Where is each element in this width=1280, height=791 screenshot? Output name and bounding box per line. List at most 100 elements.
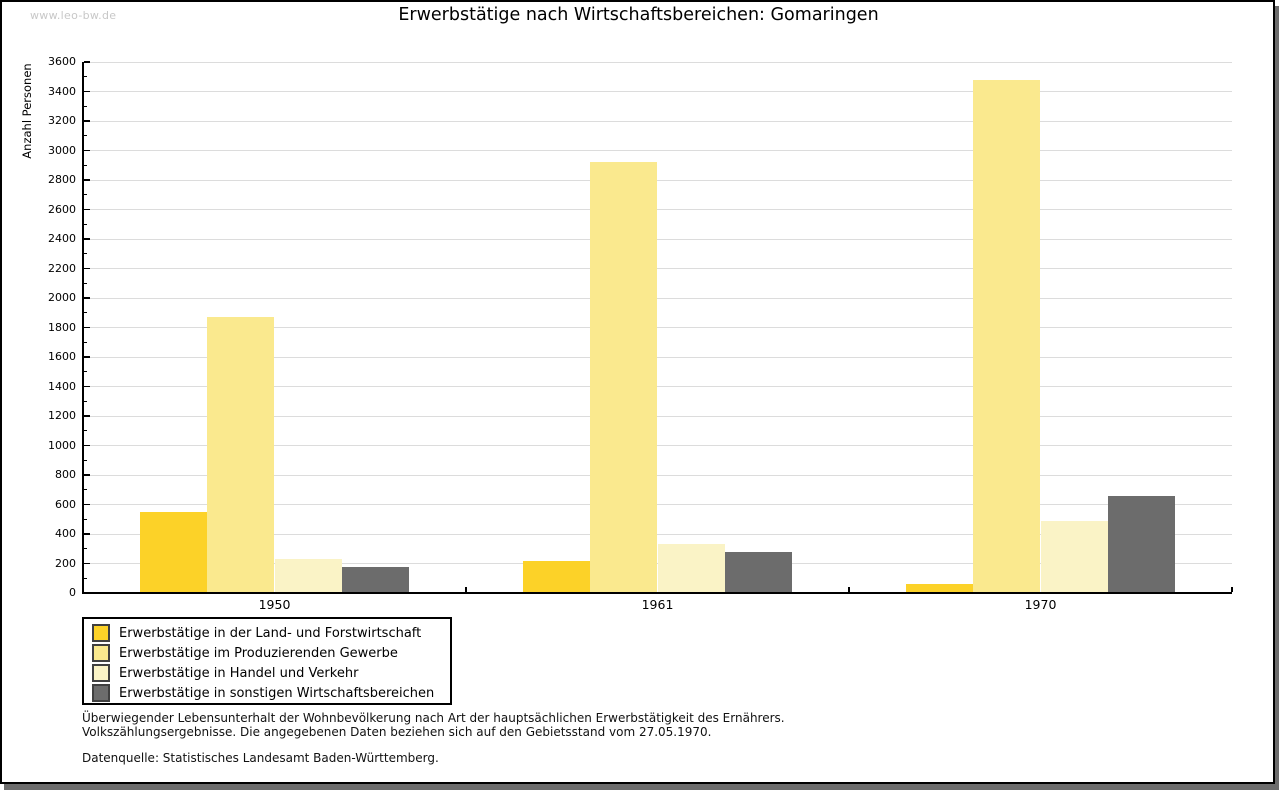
legend-swatch	[92, 684, 110, 702]
x-category-label: 1970	[1024, 597, 1057, 612]
y-tick-label: 3200	[48, 114, 76, 127]
watermark: www.leo-bw.de	[30, 9, 117, 22]
gridline	[83, 504, 1232, 505]
y-tick-label: 1800	[48, 320, 76, 334]
y-minor-tick	[83, 76, 87, 78]
gridline	[83, 268, 1232, 269]
y-major-tick	[83, 297, 90, 299]
y-minor-tick	[83, 371, 87, 373]
chart-title: Erwerbstätige nach Wirtschaftsbereichen:…	[398, 5, 879, 25]
y-minor-tick	[83, 253, 87, 255]
x-axis-line	[81, 592, 1232, 594]
x-boundary-tick	[1231, 587, 1233, 592]
data-source: Datenquelle: Statistisches Landesamt Bad…	[82, 751, 439, 765]
y-tick-label: 1400	[48, 379, 76, 393]
y-major-tick	[83, 179, 90, 181]
y-minor-tick	[83, 459, 87, 461]
y-major-tick	[83, 149, 90, 152]
bar-1970-series3	[1040, 520, 1108, 592]
bar-1961-series4	[724, 552, 793, 592]
y-major-tick	[83, 444, 90, 447]
y-tick-label: 400	[55, 527, 76, 540]
gridline	[83, 356, 1232, 358]
y-minor-tick	[83, 430, 87, 432]
gridline	[83, 150, 1232, 151]
y-minor-tick	[83, 400, 87, 402]
y-major-tick	[83, 533, 90, 535]
y-tick-label: 3400	[48, 84, 76, 98]
y-tick-label: 0	[69, 586, 76, 599]
legend-item: Erwerbstätige in sonstigen Wirtschaftsbe…	[92, 683, 450, 703]
bar-1950-series3	[274, 559, 342, 592]
y-tick-label: 3000	[48, 143, 76, 157]
gridline	[83, 297, 1232, 299]
legend-label: Erwerbstätige im Produzierenden Gewerbe	[119, 645, 398, 661]
y-major-tick	[83, 238, 90, 240]
bar-1950-series1	[139, 511, 208, 592]
legend: Erwerbstätige in der Land- und Forstwirt…	[82, 617, 452, 705]
bar-1961-series3	[657, 543, 725, 592]
gridline	[83, 91, 1232, 92]
y-major-tick	[83, 61, 90, 63]
y-tick-label: 3600	[48, 55, 76, 68]
gridline	[83, 179, 1232, 181]
y-minor-tick	[83, 577, 87, 579]
legend-item: Erwerbstätige im Produzierenden Gewerbe	[92, 643, 450, 663]
gridline	[83, 209, 1232, 210]
gridline	[83, 533, 1232, 535]
gridline	[83, 474, 1232, 476]
footnote-line-1: Überwiegender Lebensunterhalt der Wohnbe…	[82, 711, 785, 725]
legend-swatch	[92, 624, 110, 642]
y-major-tick	[83, 385, 90, 388]
y-major-tick	[83, 415, 90, 417]
y-tick-label: 600	[55, 497, 76, 511]
y-minor-tick	[83, 164, 87, 166]
y-tick-label: 2400	[48, 232, 76, 245]
y-major-tick	[83, 90, 90, 93]
y-tick-label: 2200	[48, 261, 76, 275]
gridline	[83, 415, 1232, 417]
y-tick-label: 1600	[48, 350, 76, 363]
y-minor-tick	[83, 548, 87, 550]
y-tick-label: 2800	[48, 173, 76, 186]
y-minor-tick	[83, 135, 87, 137]
legend-label: Erwerbstätige in der Land- und Forstwirt…	[119, 625, 422, 641]
legend-item: Erwerbstätige in Handel und Verkehr	[92, 663, 450, 683]
y-minor-tick	[83, 105, 87, 107]
bar-1970-series2	[973, 79, 1041, 592]
y-major-tick	[83, 562, 90, 565]
y-major-tick	[83, 474, 90, 476]
legend-swatch	[92, 664, 110, 682]
y-major-tick	[83, 120, 90, 122]
y-minor-tick	[83, 282, 87, 284]
bar-1970-series1	[905, 584, 974, 592]
legend-label: Erwerbstätige in Handel und Verkehr	[119, 665, 359, 681]
y-major-tick	[83, 326, 90, 329]
y-minor-tick	[83, 194, 87, 196]
y-major-tick	[83, 208, 90, 211]
x-boundary-tick	[848, 587, 850, 592]
gridline	[83, 327, 1232, 328]
gridline	[83, 445, 1232, 446]
footnote-line-2: Volkszählungsergebnisse. Die angegebenen…	[82, 725, 712, 739]
bar-1970-series4	[1107, 496, 1176, 592]
y-minor-tick	[83, 223, 87, 225]
y-tick-label: 2000	[48, 291, 76, 304]
bar-1961-series1	[522, 561, 591, 592]
y-tick-label: 1200	[48, 409, 76, 422]
gridline	[83, 238, 1232, 240]
y-minor-tick	[83, 312, 87, 314]
x-boundary-tick	[82, 587, 84, 592]
y-tick-label: 800	[55, 468, 76, 481]
y-major-tick	[83, 267, 90, 270]
y-tick-label: 1000	[48, 438, 76, 452]
y-minor-tick	[83, 341, 87, 343]
bar-1961-series2	[590, 162, 658, 592]
legend-swatch	[92, 644, 110, 662]
x-category-label: 1950	[258, 597, 291, 612]
gridline	[83, 61, 1232, 63]
y-minor-tick	[83, 489, 87, 491]
bar-1950-series4	[341, 567, 410, 592]
bar-1950-series2	[207, 317, 275, 592]
